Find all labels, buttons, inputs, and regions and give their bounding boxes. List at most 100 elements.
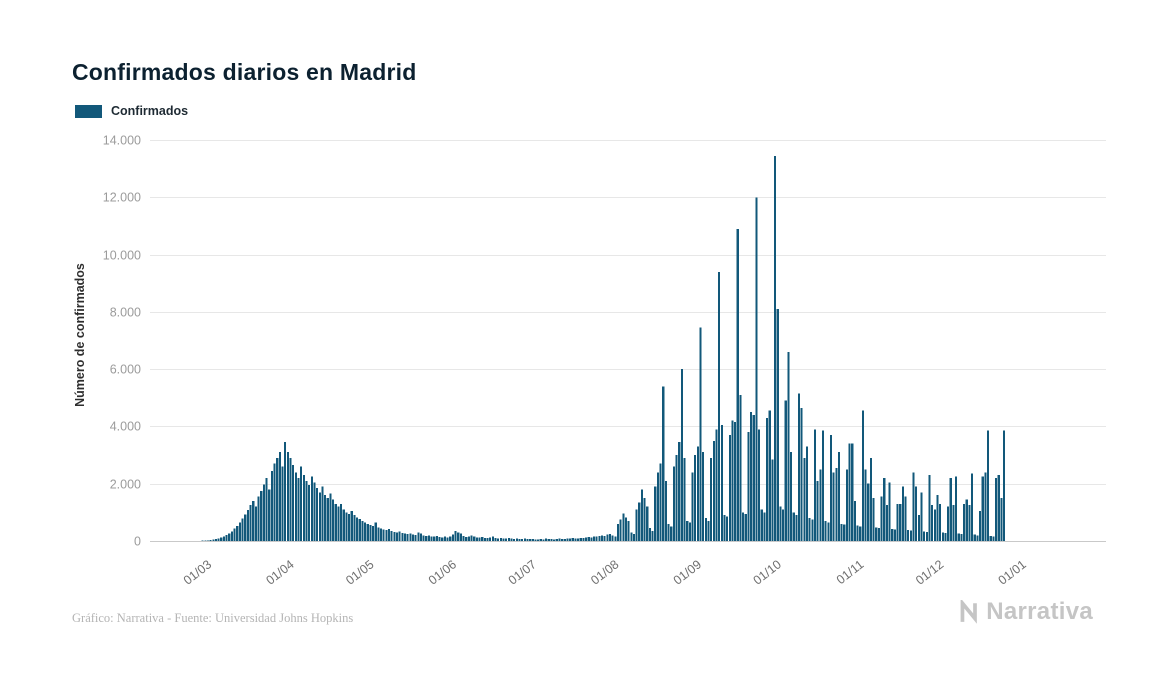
- bar[interactable]: [329, 493, 332, 541]
- bar[interactable]: [973, 534, 976, 541]
- bar[interactable]: [718, 271, 721, 541]
- bar[interactable]: [526, 539, 529, 541]
- bar[interactable]: [875, 527, 878, 541]
- bar[interactable]: [624, 517, 628, 541]
- bar[interactable]: [387, 528, 391, 541]
- bar[interactable]: [438, 536, 441, 541]
- bar[interactable]: [622, 513, 625, 542]
- bar[interactable]: [571, 538, 574, 541]
- bar[interactable]: [595, 536, 598, 541]
- bar[interactable]: [979, 510, 982, 541]
- bar[interactable]: [936, 495, 939, 541]
- bar[interactable]: [270, 470, 273, 541]
- bar[interactable]: [563, 539, 566, 541]
- bar[interactable]: [965, 499, 968, 541]
- bar[interactable]: [403, 533, 407, 541]
- bar[interactable]: [467, 536, 470, 541]
- bar[interactable]: [939, 503, 942, 541]
- bar[interactable]: [771, 459, 774, 541]
- bar[interactable]: [582, 538, 585, 541]
- bar[interactable]: [683, 457, 686, 541]
- bar[interactable]: [944, 532, 947, 541]
- bar[interactable]: [795, 515, 798, 541]
- bar[interactable]: [779, 506, 782, 541]
- bar[interactable]: [446, 537, 449, 541]
- bar[interactable]: [755, 197, 758, 542]
- bar[interactable]: [579, 537, 582, 541]
- bar[interactable]: [419, 533, 423, 541]
- bar[interactable]: [941, 532, 944, 541]
- bar[interactable]: [678, 442, 681, 541]
- bar[interactable]: [608, 533, 612, 541]
- bar[interactable]: [808, 518, 811, 541]
- bar[interactable]: [217, 538, 220, 541]
- bar[interactable]: [366, 523, 369, 541]
- bar[interactable]: [566, 538, 569, 541]
- bar[interactable]: [225, 534, 228, 541]
- bar[interactable]: [204, 540, 207, 541]
- bar[interactable]: [789, 452, 793, 541]
- bar[interactable]: [507, 537, 510, 541]
- bar[interactable]: [531, 539, 534, 541]
- bar[interactable]: [502, 538, 505, 541]
- bar[interactable]: [736, 228, 739, 542]
- bar[interactable]: [1002, 430, 1006, 542]
- bar[interactable]: [513, 538, 516, 541]
- bar[interactable]: [880, 496, 883, 541]
- bar[interactable]: [443, 536, 446, 541]
- bar[interactable]: [409, 533, 412, 541]
- bar[interactable]: [364, 522, 367, 541]
- bar[interactable]: [252, 500, 255, 541]
- bar[interactable]: [696, 446, 699, 541]
- bar[interactable]: [600, 535, 604, 541]
- bar[interactable]: [675, 455, 678, 541]
- bar[interactable]: [521, 539, 524, 541]
- bar[interactable]: [968, 505, 971, 541]
- bar[interactable]: [308, 485, 311, 541]
- bar[interactable]: [792, 512, 795, 541]
- bar[interactable]: [630, 532, 633, 541]
- bar[interactable]: [670, 526, 673, 541]
- bar[interactable]: [603, 536, 606, 541]
- bar[interactable]: [853, 500, 856, 541]
- bar[interactable]: [340, 503, 343, 541]
- bar[interactable]: [286, 452, 289, 541]
- bar[interactable]: [851, 443, 854, 541]
- bar[interactable]: [632, 533, 636, 541]
- bar[interactable]: [800, 407, 803, 541]
- bar[interactable]: [318, 492, 321, 541]
- bar[interactable]: [643, 498, 646, 541]
- bar[interactable]: [369, 524, 372, 541]
- bar[interactable]: [379, 528, 383, 541]
- bar[interactable]: [510, 538, 513, 541]
- bar[interactable]: [883, 477, 886, 541]
- bar[interactable]: [707, 520, 710, 541]
- bar[interactable]: [864, 469, 867, 541]
- bar[interactable]: [920, 492, 923, 541]
- bar[interactable]: [837, 452, 841, 541]
- bar[interactable]: [214, 539, 218, 541]
- bar[interactable]: [656, 472, 659, 541]
- bar[interactable]: [664, 480, 667, 541]
- bar[interactable]: [955, 476, 958, 541]
- bar[interactable]: [587, 536, 590, 541]
- bar[interactable]: [230, 531, 233, 541]
- bar[interactable]: [289, 457, 292, 541]
- bar[interactable]: [574, 538, 577, 541]
- bar[interactable]: [931, 505, 934, 541]
- bar[interactable]: [747, 432, 750, 541]
- bar[interactable]: [912, 472, 915, 541]
- bar[interactable]: [406, 534, 409, 541]
- bar[interactable]: [824, 520, 827, 541]
- bar[interactable]: [947, 506, 950, 541]
- bar[interactable]: [345, 512, 348, 541]
- bar[interactable]: [797, 393, 801, 541]
- bar[interactable]: [297, 477, 300, 541]
- bar[interactable]: [249, 505, 252, 541]
- bar[interactable]: [784, 400, 787, 541]
- bar[interactable]: [766, 417, 769, 541]
- bar[interactable]: [310, 476, 313, 541]
- bar[interactable]: [672, 466, 675, 541]
- bar[interactable]: [529, 538, 532, 541]
- bar[interactable]: [731, 420, 734, 541]
